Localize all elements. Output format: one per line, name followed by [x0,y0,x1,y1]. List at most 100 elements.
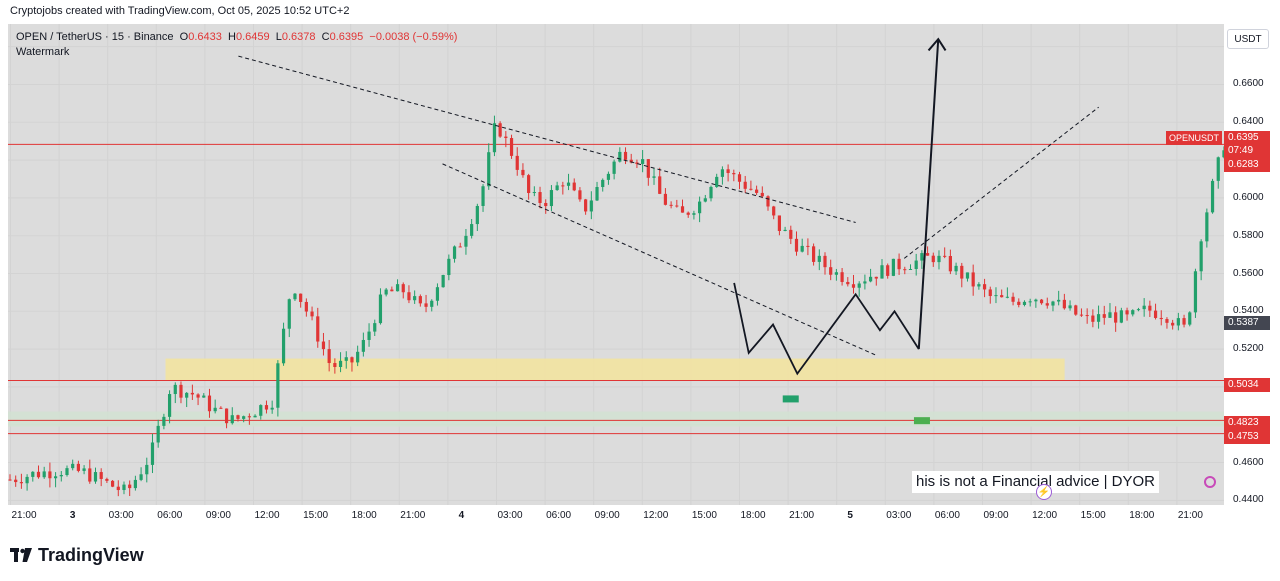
candle-body [196,394,200,398]
candle-body [737,174,742,182]
candle-body [755,189,759,193]
tradingview-logo[interactable]: TradingView [10,545,144,565]
time-tick-label: 15:00 [303,510,329,521]
candle-body [692,213,696,215]
candle-body [71,463,75,469]
time-axis[interactable] [8,505,1224,526]
candle-body [652,176,656,178]
candle-body [566,182,571,186]
candle-body [1096,314,1101,322]
candle-body [1210,180,1215,213]
symbol-legend[interactable]: OPEN / TetherUS · 15 · Binance O0.6433 H… [16,31,457,43]
candle-body [281,328,286,364]
time-tick-label: 18:00 [351,510,377,521]
candle-body [316,316,320,342]
candle-body [806,245,810,247]
candle-body [544,202,548,207]
candle-body [1028,301,1032,303]
candle-body [264,405,269,410]
candle-body [447,258,451,276]
candle-body [1057,299,1061,302]
candle-body [515,155,519,170]
flag-marker [782,395,799,403]
candle-body [880,265,884,279]
candle-body [122,484,126,491]
candle-body [145,464,149,475]
candle-body [937,255,941,263]
watermark-label[interactable]: Watermark [16,46,70,58]
candle-body [886,265,890,276]
candle-body [908,269,913,271]
candle-body [1085,315,1089,317]
candle-body [333,363,337,368]
candle-body [555,185,559,191]
time-tick-label: 12:00 [643,510,669,521]
candle-body [390,289,394,292]
candle-body [1017,301,1021,305]
price-tick-label: 0.5200 [1233,343,1264,355]
candle-body [538,192,542,203]
candle-body [868,276,873,282]
candle-body [287,299,291,329]
candle-body [1005,296,1009,298]
high-value: 0.6459 [235,31,270,43]
candlestick-chart[interactable] [8,24,1224,506]
candle-body [772,206,776,216]
candle-body [1102,314,1106,318]
open-value: 0.6433 [188,31,222,43]
crosshair-price-tag: 0.5387 [1224,316,1270,330]
candle-body [270,407,274,410]
candle-body [743,181,747,189]
lightning-icon[interactable]: ⚡ [1036,484,1052,500]
time-tick-label: 09:00 [594,510,620,521]
time-tick-label: 03:00 [886,510,912,521]
time-tick-label: 06:00 [934,510,960,521]
candle-body [629,159,633,163]
candle-body [230,415,234,424]
time-tick-label: 15:00 [1080,510,1106,521]
candle-body [549,190,554,207]
candle-body [19,482,23,484]
price-tick-label: 0.6400 [1233,116,1264,128]
price-tick-label: 0.5600 [1233,267,1264,279]
level-top-tag: 0.6283 [1224,158,1270,172]
candle-body [356,351,360,363]
candle-body [641,159,645,164]
currency-button[interactable]: USDT [1227,29,1269,49]
candle-body [321,341,326,350]
candle-body [76,463,80,471]
candle-body [703,198,707,202]
low-value: 0.6378 [281,31,316,43]
candle-body [487,152,491,187]
candle-body [931,255,935,263]
candle-body [720,169,725,177]
candle-body [156,425,160,443]
candle-body [1176,318,1180,326]
candle-body [139,474,143,480]
trendline-upper [238,55,856,223]
chart-pane[interactable] [8,24,1224,526]
candle-body [424,303,428,307]
price-tick-label: 0.5400 [1233,305,1264,317]
candle-body [1022,301,1027,305]
candle-body [606,173,611,180]
time-tick-label: 18:00 [1129,510,1155,521]
candle-body [789,229,793,239]
candle-body [401,284,405,293]
close-label: C [321,31,330,43]
last-price-tag: 0.6395 [1224,131,1270,145]
candle-body [1119,310,1123,323]
candle-body [988,289,992,297]
candle-body [378,294,383,324]
candle-body [88,468,92,482]
candle-body [686,212,690,215]
candle-body [344,357,348,361]
target-arrow-line [917,39,940,350]
candle-body [150,442,155,465]
candle-body [395,284,400,292]
candle-body [82,468,86,471]
candle-body [1159,317,1163,320]
candle-body [794,238,799,252]
candle-body [470,224,474,236]
candle-body [680,206,685,213]
